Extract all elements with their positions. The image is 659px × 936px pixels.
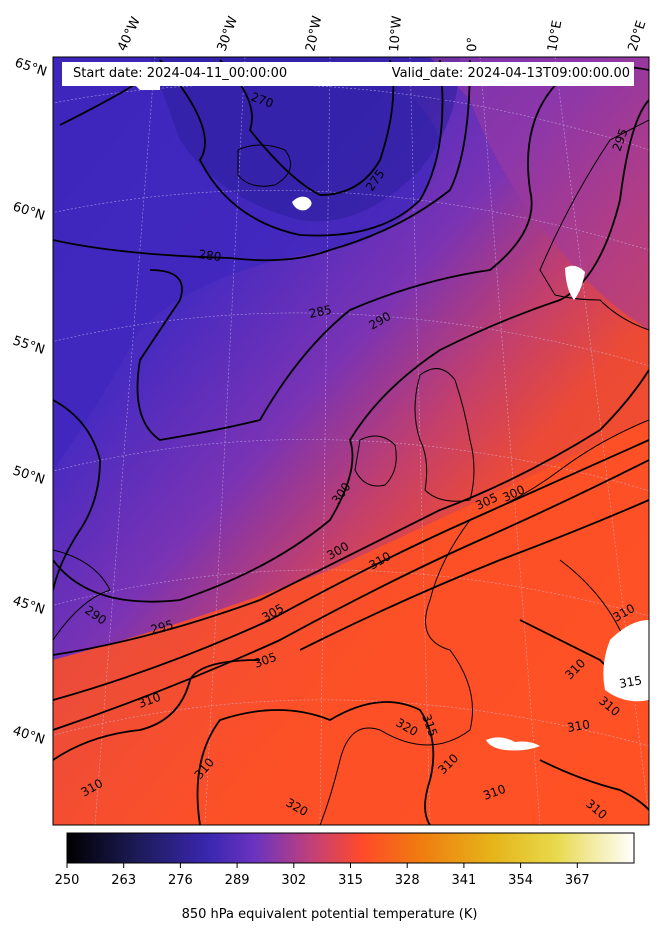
warm-airmass bbox=[53, 420, 649, 825]
lon-label: 30°W bbox=[215, 14, 241, 53]
colorbar-tick-label: 263 bbox=[111, 873, 136, 888]
newfoundland bbox=[53, 549, 111, 641]
colorbar-tick-label: 328 bbox=[395, 873, 420, 888]
colorbar-ticks bbox=[66, 863, 578, 868]
lon-label: 10°E bbox=[545, 19, 565, 52]
colorbar-tick-label: 302 bbox=[281, 873, 306, 888]
lat-label: 60°N bbox=[11, 200, 47, 224]
contour-label: 310 bbox=[566, 717, 591, 735]
colorbar-tick-label: 250 bbox=[55, 873, 80, 888]
scandinavia-mild bbox=[430, 57, 649, 330]
scandinavia bbox=[539, 119, 649, 331]
longitude-labels: 40°W 30°W 20°W 10°W 0° 10°E 20°E bbox=[115, 14, 649, 53]
map-area bbox=[53, 57, 649, 825]
contour-label: 280 bbox=[198, 247, 223, 264]
lon-label: 20°W bbox=[303, 14, 325, 52]
colorbar-tick-label: 289 bbox=[225, 873, 250, 888]
colorbar-tick-label: 367 bbox=[565, 873, 590, 888]
lat-label: 40°N bbox=[11, 724, 47, 748]
lon-label: 20°E bbox=[626, 19, 650, 53]
lon-label: 0° bbox=[465, 37, 481, 52]
coastlines bbox=[53, 119, 649, 825]
contour-label: 285 bbox=[308, 302, 333, 320]
great-britain bbox=[414, 368, 475, 502]
header-bar bbox=[62, 62, 634, 86]
colorbar: 250 263 276 289 302 315 328 341 354 367 bbox=[55, 832, 635, 888]
colorbar-gradient bbox=[66, 832, 635, 864]
map-frame bbox=[52, 56, 650, 826]
start-date-label: Start date: 2024-04-11_00:00:00 bbox=[73, 66, 288, 81]
colorbar-tick-labels: 250 263 276 289 302 315 328 341 354 367 bbox=[55, 873, 590, 888]
colorbar-tick-label: 341 bbox=[451, 873, 476, 888]
contour-label: 295 bbox=[149, 617, 175, 636]
lat-label: 50°N bbox=[11, 464, 47, 488]
lat-label: 55°N bbox=[11, 334, 47, 358]
colorbar-title: 850 hPa equivalent potential temperature… bbox=[181, 907, 478, 922]
colorbar-tick-label: 276 bbox=[168, 873, 193, 888]
contour-label: 315 bbox=[618, 673, 643, 691]
coldest-core bbox=[150, 57, 460, 222]
ireland bbox=[354, 435, 397, 487]
lat-label: 45°N bbox=[11, 594, 47, 618]
colorbar-tick-label: 315 bbox=[338, 873, 363, 888]
lat-label: 65°N bbox=[13, 56, 49, 80]
colorbar-tick-label: 354 bbox=[508, 873, 533, 888]
valid-date-label: Valid_date: 2024-04-13T09:00:00.00 bbox=[391, 66, 630, 81]
latitude-labels: 65°N 60°N 55°N 50°N 45°N 40°N bbox=[11, 56, 49, 748]
lon-label: 10°W bbox=[387, 15, 405, 52]
lon-label: 40°W bbox=[115, 15, 144, 54]
